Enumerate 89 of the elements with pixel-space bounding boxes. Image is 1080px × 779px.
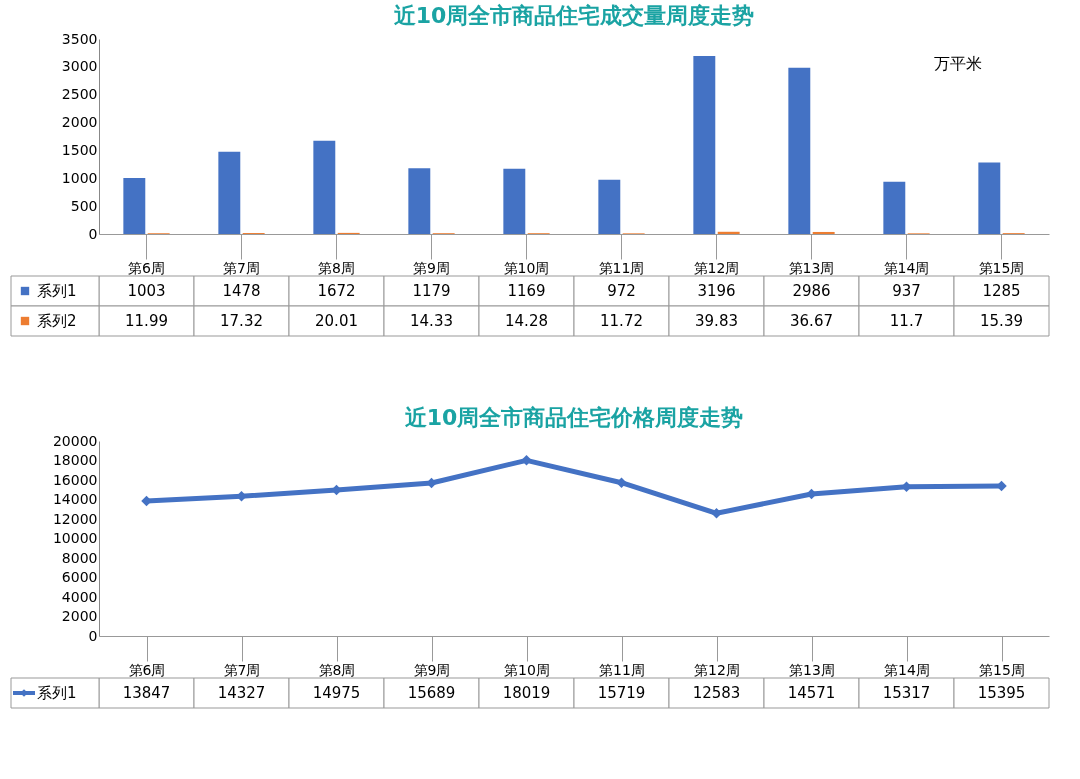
data-label: 1169 <box>507 282 546 300</box>
point <box>521 455 532 466</box>
x-tick-label: 第10周 <box>504 661 550 678</box>
y-tick-label: 500 <box>70 197 98 214</box>
data-label: 13847 <box>122 684 171 702</box>
y-tick-label: 2000 <box>61 608 98 624</box>
y-tick-label: 16000 <box>52 471 98 488</box>
x-tick-label: 第13周 <box>788 259 835 276</box>
legend-label: 系列1 <box>37 684 77 702</box>
bar <box>978 162 1001 234</box>
data-label: 1003 <box>127 282 166 300</box>
bar <box>693 55 716 234</box>
x-tick-label: 第10周 <box>503 259 550 276</box>
y-tick-label: 0 <box>88 627 98 644</box>
bar <box>883 181 906 234</box>
bar <box>218 151 241 234</box>
y-tick-label: 1000 <box>61 169 98 186</box>
y-tick-label: 14000 <box>52 491 98 507</box>
data-label: 15719 <box>597 684 646 702</box>
x-tick-label: 第14周 <box>884 661 930 678</box>
x-tick-label: 第9周 <box>413 259 450 276</box>
y-tick-label: 3500 <box>61 30 98 47</box>
data-label: 20.01 <box>315 312 358 330</box>
data-label: 937 <box>892 282 921 300</box>
data-label: 11.7 <box>889 312 924 330</box>
y-tick-label: 0 <box>88 225 98 242</box>
data-label: 14327 <box>217 684 266 702</box>
x-tick-label: 第11周 <box>598 259 645 276</box>
data-label: 14.28 <box>505 312 548 330</box>
data-label: 36.67 <box>790 312 833 330</box>
data-label: 3196 <box>697 282 736 300</box>
y-tick-label: 20000 <box>52 432 98 449</box>
y-tick-label: 6000 <box>61 569 98 585</box>
bar <box>812 231 835 234</box>
y-tick-label: 12000 <box>52 510 98 527</box>
data-label: 972 <box>607 282 636 300</box>
x-tick-label: 第14周 <box>883 259 930 276</box>
data-label: 15689 <box>407 684 456 702</box>
bar <box>717 231 740 234</box>
annotation: 万平米 <box>934 54 982 73</box>
y-tick-label: 8000 <box>61 549 98 566</box>
data-label: 15.39 <box>980 312 1023 330</box>
x-tick-label: 第15周 <box>978 259 1025 276</box>
bar <box>123 178 146 234</box>
data-label: 15395 <box>977 684 1026 702</box>
data-label: 11.99 <box>125 312 168 330</box>
data-label: 39.83 <box>695 312 738 330</box>
y-tick-label: 4000 <box>61 588 98 605</box>
y-tick-label: 3000 <box>61 58 98 75</box>
chart-title: 近10周全市商品住宅价格周度走势 <box>403 405 744 430</box>
x-tick-label: 第11周 <box>599 661 645 678</box>
legend-label: 系列2 <box>37 312 77 330</box>
x-tick-label: 第8周 <box>318 661 356 678</box>
data-label: 1179 <box>412 282 451 300</box>
point <box>616 477 627 488</box>
bar <box>503 168 526 234</box>
bar <box>313 140 336 234</box>
data-label: 1285 <box>982 282 1021 300</box>
data-label: 14.33 <box>410 312 453 330</box>
x-tick-label: 第9周 <box>413 661 451 678</box>
data-label: 14571 <box>787 684 836 702</box>
x-tick-label: 第13周 <box>789 661 835 678</box>
x-tick-label: 第7周 <box>223 661 261 678</box>
data-label: 1478 <box>222 282 261 300</box>
data-label: 14975 <box>312 684 361 702</box>
y-tick-label: 1500 <box>61 141 98 158</box>
data-label: 12583 <box>692 684 741 702</box>
bar <box>788 67 811 234</box>
x-tick-label: 第12周 <box>693 259 740 276</box>
data-label: 2986 <box>792 282 831 300</box>
x-tick-label: 第8周 <box>318 259 355 276</box>
data-label: 17.32 <box>220 312 263 330</box>
data-label: 15317 <box>882 684 931 702</box>
y-tick-label: 2000 <box>61 114 98 131</box>
y-tick-label: 10000 <box>52 530 98 546</box>
legend-label: 系列1 <box>37 282 77 300</box>
y-tick-label: 2500 <box>61 86 98 103</box>
x-tick-label: 第6周 <box>128 661 166 678</box>
bar <box>408 168 431 234</box>
chart-title: 近10周全市商品住宅成交量周度走势 <box>392 3 755 28</box>
x-tick-label: 第12周 <box>694 661 740 678</box>
data-label: 11.72 <box>600 312 643 330</box>
x-tick-label: 第7周 <box>223 259 260 276</box>
x-tick-label: 第15周 <box>979 661 1025 678</box>
x-tick-label: 第6周 <box>128 259 165 276</box>
data-label: 1672 <box>317 282 356 300</box>
y-tick-label: 18000 <box>52 452 98 468</box>
bar <box>598 179 621 234</box>
data-label: 18019 <box>502 684 551 702</box>
